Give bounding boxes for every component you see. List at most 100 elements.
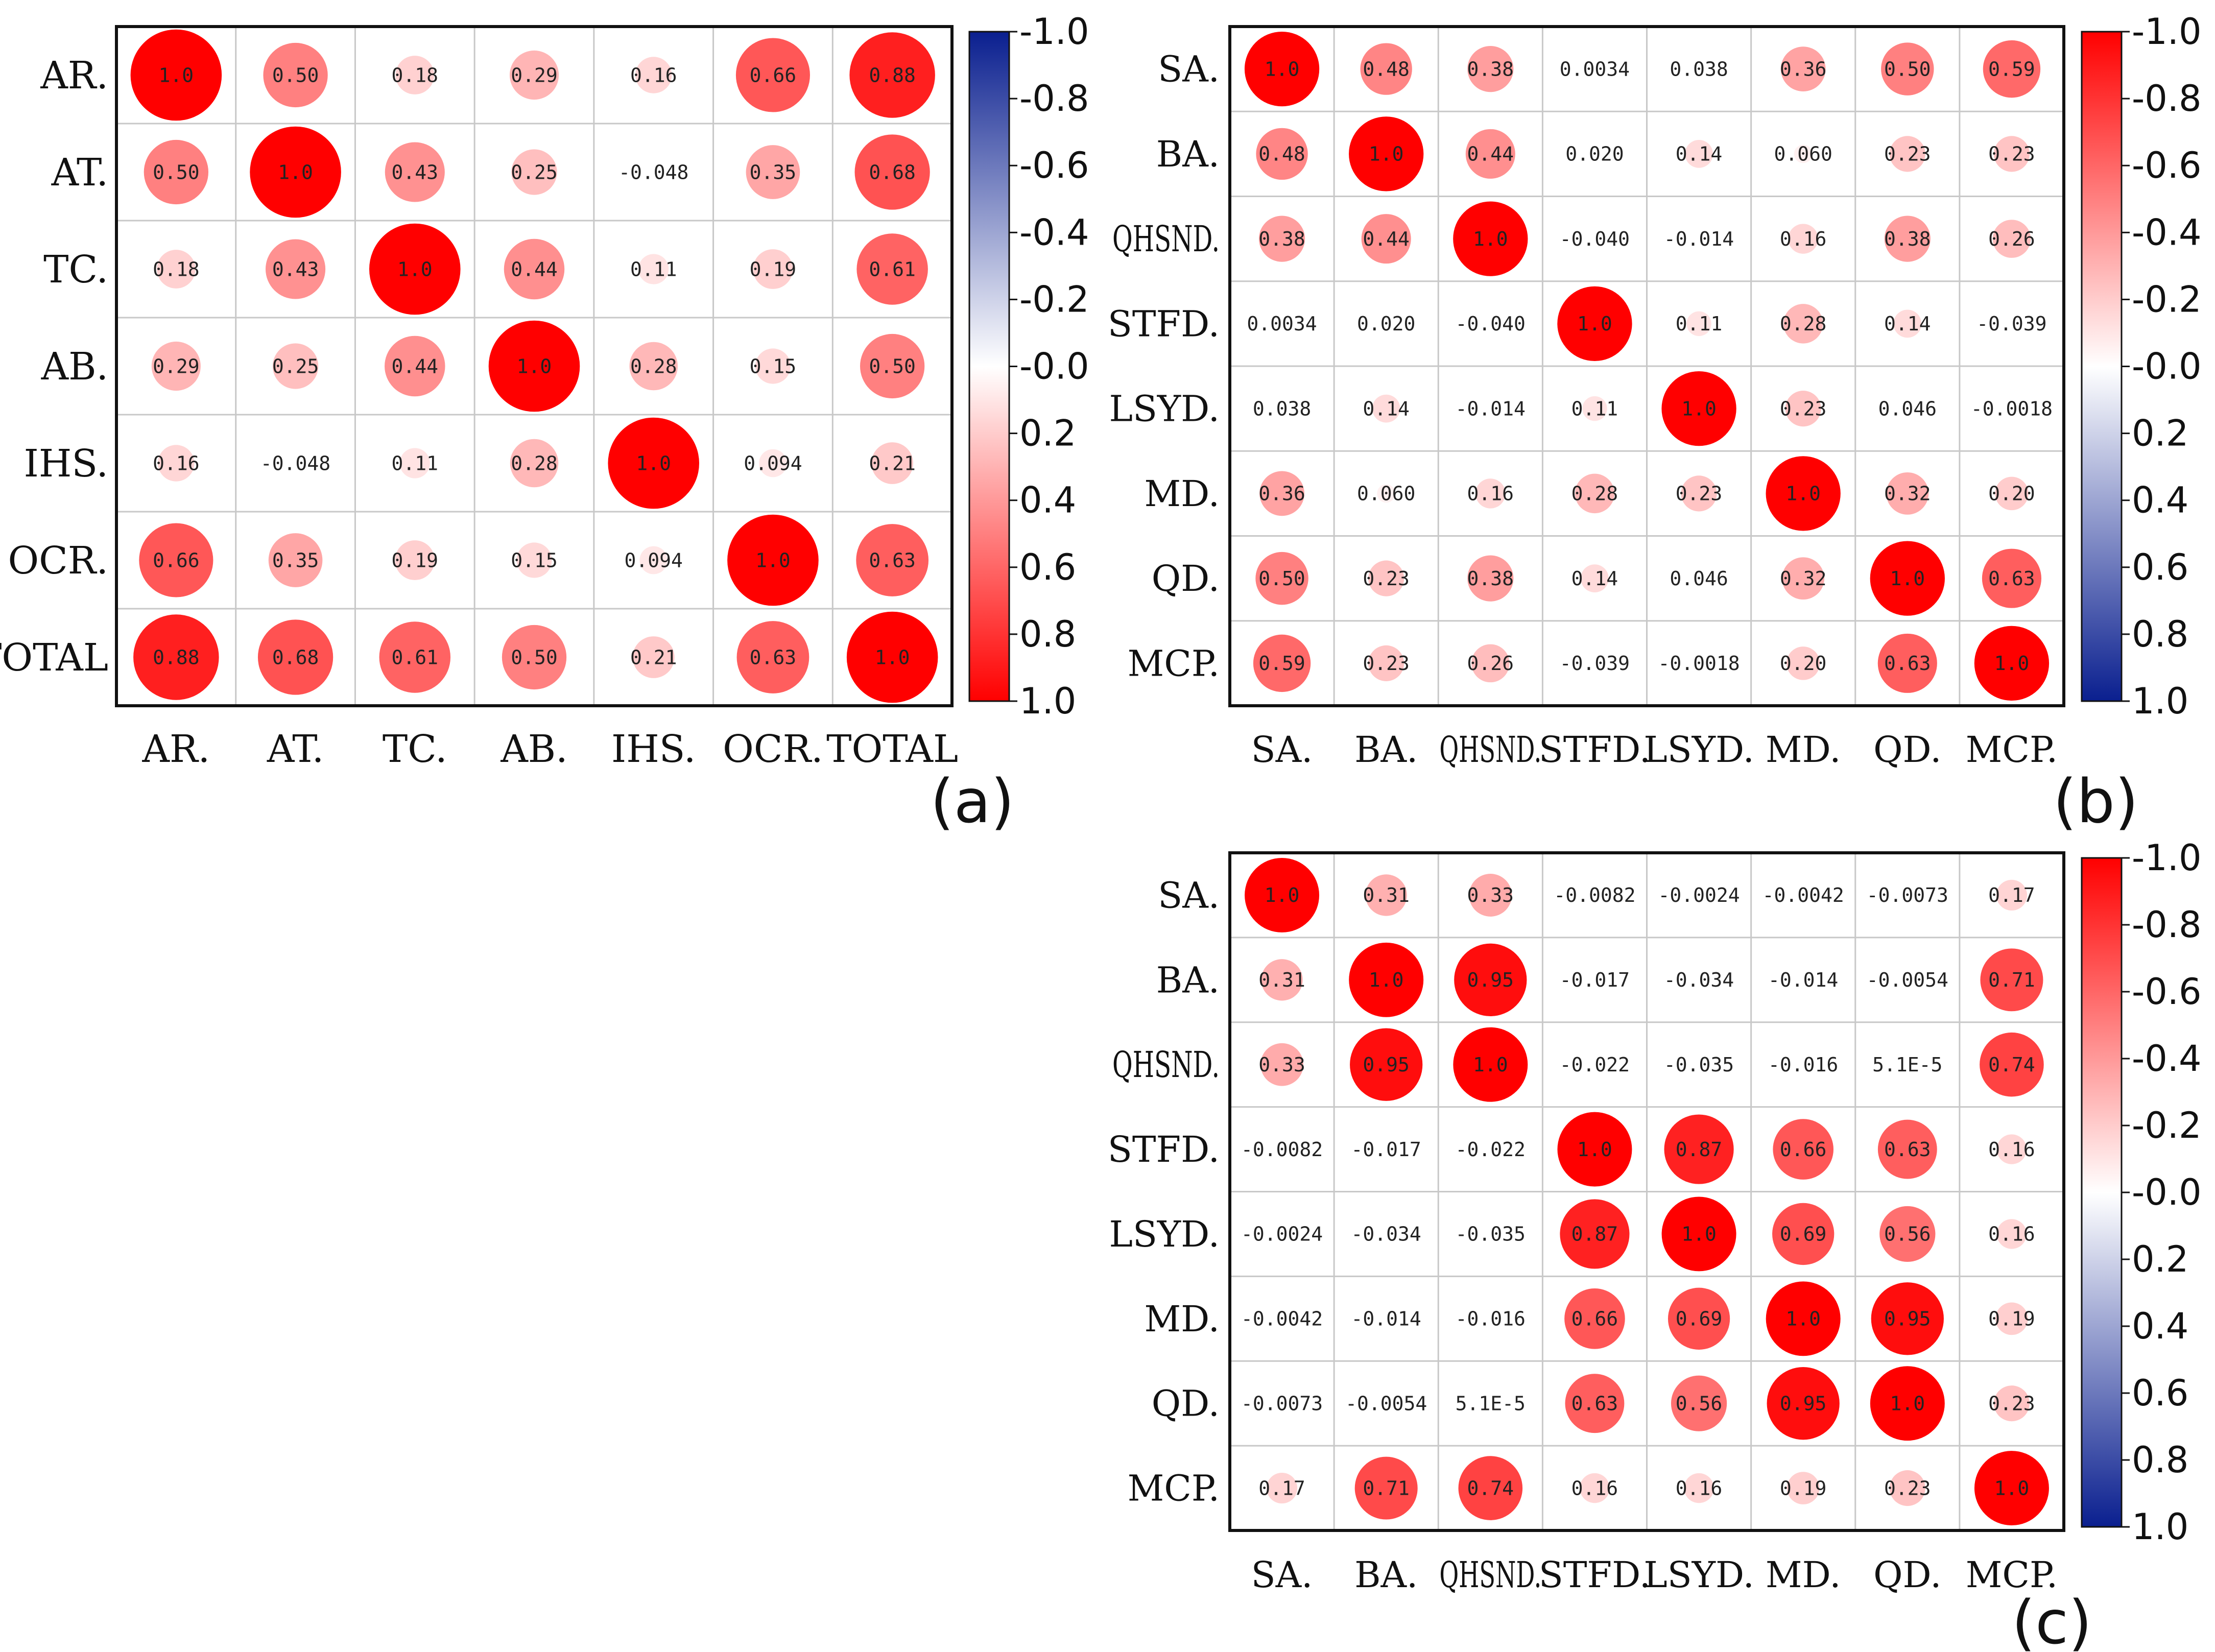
y-tick-label: STFD. — [1108, 303, 1220, 345]
data-label: 0.060 — [1774, 143, 1832, 165]
correlation-circle — [735, 38, 810, 112]
colorbar-tick-label: -0.4 — [2132, 1038, 2202, 1080]
data-label: 0.21 — [630, 646, 677, 668]
data-label: -0.014 — [1456, 397, 1526, 420]
correlation-circle — [1773, 1119, 1833, 1180]
correlation-circle — [1354, 1456, 1418, 1520]
x-tick-label: AR. — [142, 727, 210, 771]
data-label: 0.56 — [1676, 1392, 1723, 1415]
data-label: 0.43 — [392, 161, 439, 183]
x-tick-label: QHSND. — [1439, 1554, 1541, 1596]
colorbar-tick-label: -0.4 — [2132, 211, 2202, 253]
correlation-circle — [1261, 959, 1303, 1001]
data-label: 0.21 — [869, 452, 916, 474]
data-label: 0.26 — [1467, 652, 1514, 675]
data-label: 0.66 — [750, 64, 797, 86]
data-label: 0.16 — [1780, 228, 1827, 250]
y-tick-label: LSYD. — [1109, 1213, 1220, 1255]
data-label: -0.0073 — [1241, 1392, 1323, 1415]
correlation-circle — [379, 621, 451, 693]
data-label: 0.36 — [1780, 58, 1827, 80]
correlation-circle — [1557, 1112, 1632, 1187]
data-label: -0.034 — [1351, 1223, 1421, 1246]
data-label: 1.0 — [1265, 58, 1300, 80]
data-label: -0.017 — [1560, 969, 1630, 991]
y-tick-label: STFD. — [1108, 1129, 1220, 1170]
correlation-circle — [854, 134, 930, 210]
x-tick-label: STFD. — [1539, 729, 1651, 771]
data-label: 0.74 — [1467, 1477, 1514, 1499]
y-tick-label: AB. — [41, 345, 108, 389]
data-label: 0.19 — [1988, 1308, 2035, 1330]
plot-border — [115, 25, 954, 707]
correlation-circle — [638, 254, 669, 284]
correlation-circle — [1368, 560, 1404, 596]
data-label: -0.0024 — [1658, 884, 1740, 906]
data-label: 0.25 — [272, 355, 319, 377]
correlation-circle — [385, 142, 445, 202]
data-label: 5.1E-5 — [1872, 1054, 1942, 1076]
correlation-circle — [1575, 473, 1615, 514]
correlation-circle — [144, 139, 209, 205]
colorbar-tick-label: -0.0 — [1019, 346, 1089, 388]
data-label: 0.48 — [1258, 143, 1305, 165]
x-tick-label: MCP. — [1966, 729, 2058, 771]
data-label: 0.23 — [1988, 1392, 2035, 1415]
correlation-circle — [1996, 1134, 2027, 1164]
correlation-circle — [860, 333, 925, 399]
correlation-circle — [608, 417, 700, 509]
correlation-circle — [1993, 136, 2030, 172]
colorbar — [968, 31, 1010, 702]
correlation-circle — [1980, 1032, 2044, 1097]
panel-label: (a) — [931, 766, 1014, 836]
data-label: -0.016 — [1768, 1054, 1838, 1076]
correlation-circle — [1889, 136, 1925, 172]
x-tick-label: IHS. — [611, 727, 696, 771]
data-label: 0.0034 — [1560, 58, 1630, 80]
correlation-circle — [1785, 391, 1821, 427]
colorbar-tick-label: 1.0 — [1019, 680, 1076, 722]
data-label: 0.16 — [1467, 483, 1514, 505]
correlation-circle — [1877, 1119, 1937, 1179]
data-label: -0.0054 — [1345, 1392, 1427, 1415]
correlation-circle — [639, 546, 668, 574]
correlation-circle — [1782, 557, 1825, 600]
correlation-circle — [1258, 216, 1305, 262]
correlation-circle — [635, 57, 672, 93]
colorbar-tick-label: 0.8 — [2132, 1439, 2188, 1481]
correlation-circle — [1365, 874, 1407, 916]
correlation-circle — [1581, 564, 1609, 592]
data-label: 0.20 — [1988, 483, 2035, 505]
correlation-circle — [856, 233, 928, 305]
data-label: 0.16 — [153, 452, 200, 474]
correlation-circle — [1560, 1199, 1630, 1269]
data-label: -0.034 — [1664, 969, 1734, 991]
colorbar-tick-label: -0.6 — [2132, 971, 2202, 1013]
data-label: 0.88 — [869, 64, 916, 86]
data-label: 0.95 — [1363, 1054, 1410, 1076]
colorbar-tick-label: -0.0 — [2132, 1171, 2202, 1213]
colorbar-tick-label: 0.8 — [1019, 613, 1076, 655]
y-tick-label: QD. — [1152, 1383, 1220, 1425]
correlation-circle — [488, 320, 580, 412]
data-label: -0.022 — [1456, 1138, 1526, 1161]
data-label: 0.95 — [1467, 969, 1514, 991]
correlation-circle — [1786, 647, 1820, 680]
colorbar-tick-label: -0.2 — [2132, 1105, 2202, 1146]
correlation-circle — [1661, 1196, 1736, 1272]
colorbar-tick-label: 0.8 — [2132, 613, 2188, 655]
correlation-circle — [395, 540, 435, 580]
data-label: 0.59 — [1988, 58, 2035, 80]
data-label: 0.69 — [1676, 1308, 1723, 1330]
data-label: -0.035 — [1456, 1223, 1526, 1246]
data-label: 0.038 — [1670, 58, 1728, 80]
correlation-circle — [1454, 943, 1527, 1016]
colorbar-tick-label: -0.2 — [2132, 278, 2202, 320]
correlation-circle — [1671, 1375, 1727, 1431]
data-label: -0.040 — [1560, 228, 1630, 250]
data-label: 0.046 — [1878, 397, 1937, 420]
x-tick-label: MCP. — [1966, 1554, 2058, 1596]
data-label: -0.0042 — [1763, 884, 1844, 906]
data-label: -0.0073 — [1867, 884, 1948, 906]
plot-border — [1228, 25, 2065, 707]
